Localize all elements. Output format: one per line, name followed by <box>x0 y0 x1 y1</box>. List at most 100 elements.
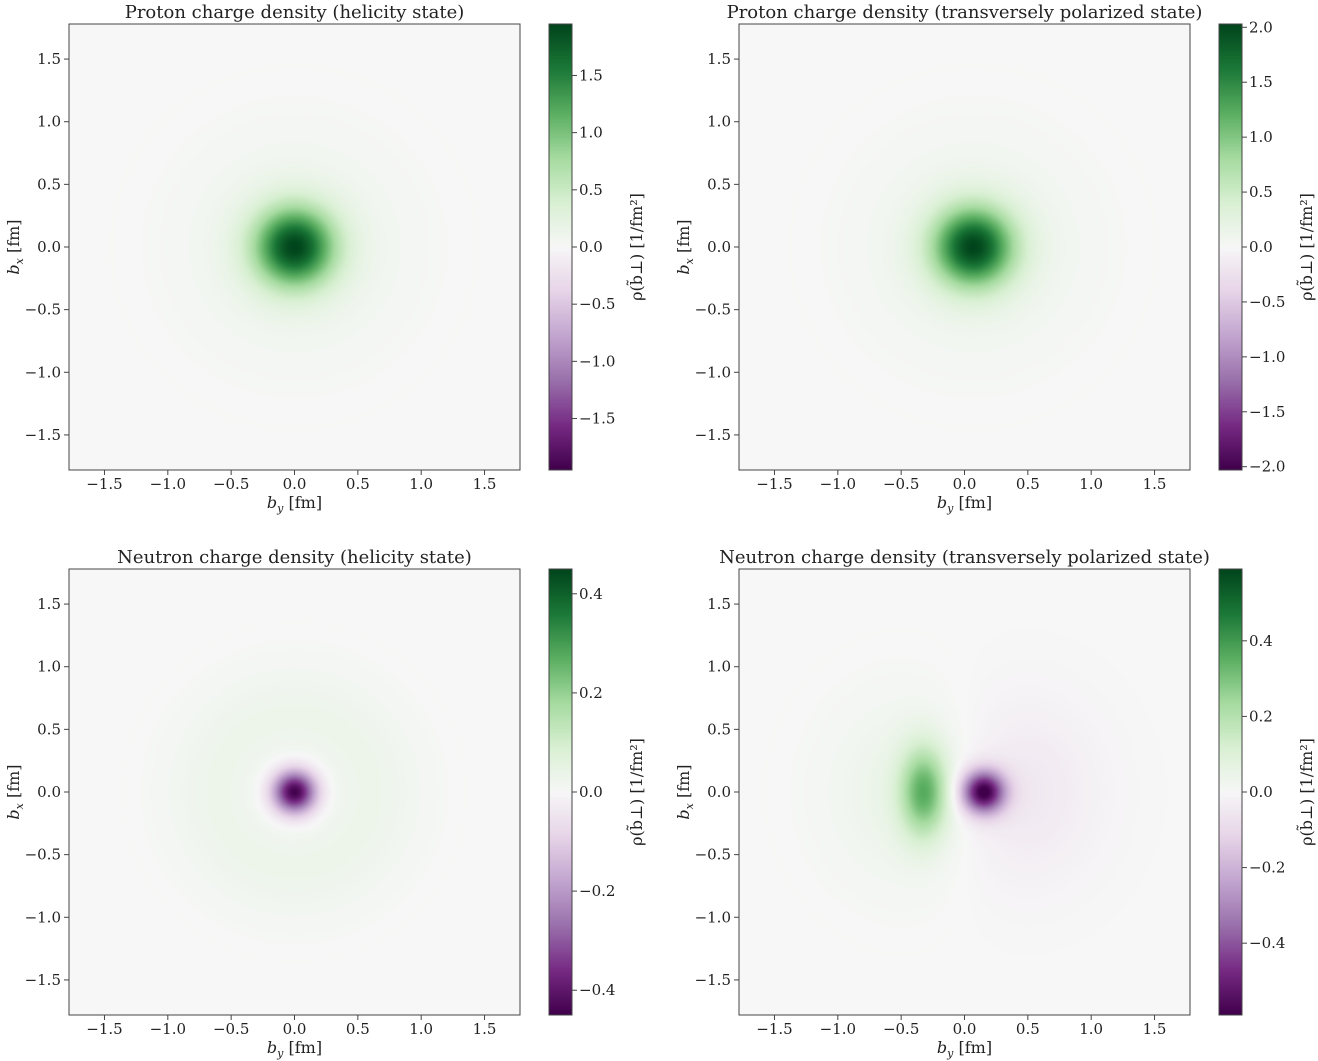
x-axis-label: by [fm] <box>267 1038 322 1060</box>
panel-1: −1.5 −1.0 −0.5 0.0 0.5 1.0 1.5 −1.5 −1.0 −0.5 0.0 0… <box>4 2 646 515</box>
colorbar-tick-label: −2.0 <box>1249 458 1285 476</box>
colorbar-gradient <box>1219 569 1242 1015</box>
x-tick-label: 1.5 <box>473 475 497 493</box>
chart-title: Proton charge density (helicity state) <box>125 2 465 23</box>
y-axis-label: bx [fm] <box>674 219 696 274</box>
x-axis-label: by [fm] <box>937 1038 992 1060</box>
x-tick-label: 1.0 <box>409 475 433 493</box>
y-axis-label: bx [fm] <box>4 219 26 274</box>
colorbar-gradient <box>1219 24 1242 470</box>
colorbar-tick-label: 1.5 <box>1249 73 1273 91</box>
x-tick-label: −0.5 <box>213 475 249 493</box>
x-tick-label: −1.5 <box>86 475 122 493</box>
colorbar-gradient <box>549 24 572 470</box>
y-tick-label: 0.0 <box>37 238 61 256</box>
colorbar-tick-label: 0.2 <box>579 684 603 702</box>
heatmap-image <box>69 569 520 1015</box>
y-tick-label: 0.5 <box>37 720 61 738</box>
chart-title: Proton charge density (transversely pola… <box>727 2 1203 23</box>
y-tick-label: −0.5 <box>695 301 731 319</box>
x-tick-label: −1.0 <box>150 475 186 493</box>
x-tick-label: 0.0 <box>283 1020 307 1038</box>
colorbar-tick-label: −0.4 <box>579 981 615 999</box>
colorbar-tick-label: 0.0 <box>1249 783 1273 801</box>
colorbar-tick-label: −0.5 <box>579 295 615 313</box>
colorbar-label: ρ(b̃⊥) [1/fm²] <box>626 193 646 301</box>
heatmap-image <box>739 569 1190 1015</box>
y-tick-label: −1.5 <box>695 971 731 989</box>
colorbar-tick-label: 0.5 <box>1249 183 1273 201</box>
y-tick-label: 0.5 <box>37 175 61 193</box>
colorbar-tick-label: −0.4 <box>1249 934 1285 952</box>
y-tick-label: 0.0 <box>37 783 61 801</box>
y-tick-label: 1.0 <box>707 658 731 676</box>
colorbar-tick-label: 1.0 <box>579 124 603 142</box>
x-tick-label: 0.5 <box>1016 1020 1040 1038</box>
y-axis-label: bx [fm] <box>674 764 696 819</box>
colorbar: −2.0 −1.5 −1.0 −0.5 0.0 0.5 1.0 1.5 2.0 ρ(b̃⊥) [1… <box>1218 18 1316 476</box>
colorbar-tick-label: 0.4 <box>1249 632 1273 650</box>
colorbar-tick-label: 2.0 <box>1249 18 1273 36</box>
y-tick-label: 1.0 <box>707 113 731 131</box>
x-tick-label: −1.0 <box>150 1020 186 1038</box>
y-tick-label: −0.5 <box>25 301 61 319</box>
colorbar-label: ρ(b̃⊥) [1/fm²] <box>1296 738 1316 846</box>
x-tick-label: 0.0 <box>953 475 977 493</box>
heatmap-image <box>739 24 1190 470</box>
colorbar-tick-label: −0.2 <box>579 882 615 900</box>
colorbar-tick-label: −0.2 <box>1249 859 1285 877</box>
y-tick-label: 0.0 <box>707 238 731 256</box>
x-tick-label: 0.5 <box>346 1020 370 1038</box>
x-tick-label: 0.0 <box>953 1020 977 1038</box>
x-axis-label: by [fm] <box>267 493 322 515</box>
colorbar-tick-label: 0.5 <box>579 181 603 199</box>
x-tick-label: 0.5 <box>346 475 370 493</box>
y-tick-label: −0.5 <box>695 846 731 864</box>
colorbar-tick-label: 0.2 <box>1249 707 1273 725</box>
panel-4: −1.5 −1.0 −0.5 0.0 0.5 1.0 1.5 −1.5 −1.0 −0.5 0.0 0… <box>674 547 1316 1060</box>
chart-title: Neutron charge density (helicity state) <box>117 547 472 568</box>
y-tick-label: −1.5 <box>695 426 731 444</box>
x-tick-label: −0.5 <box>883 475 919 493</box>
colorbar: −0.4 −0.2 0.0 0.2 0.4 ρ(b̃⊥) [1/fm²] <box>1218 568 1316 1016</box>
colorbar-tick-label: 0.4 <box>579 585 603 603</box>
x-tick-label: −1.5 <box>86 1020 122 1038</box>
y-tick-label: −0.5 <box>25 846 61 864</box>
y-tick-label: −1.5 <box>25 426 61 444</box>
heatmap-image <box>69 24 520 470</box>
colorbar-gradient <box>549 569 572 1015</box>
x-tick-label: −0.5 <box>883 1020 919 1038</box>
y-tick-label: −1.5 <box>25 971 61 989</box>
x-tick-label: −1.5 <box>756 1020 792 1038</box>
colorbar-tick-label: 1.0 <box>1249 128 1273 146</box>
y-tick-label: 1.5 <box>37 595 61 613</box>
colorbar-tick-label: 0.0 <box>579 238 603 256</box>
y-tick-label: 0.0 <box>707 783 731 801</box>
colorbar-tick-label: 0.0 <box>1249 238 1273 256</box>
x-tick-label: −1.0 <box>820 475 856 493</box>
y-tick-label: −1.0 <box>25 363 61 381</box>
y-tick-label: 1.5 <box>707 595 731 613</box>
y-tick-label: 1.5 <box>37 50 61 68</box>
y-axis-label: bx [fm] <box>4 764 26 819</box>
x-tick-label: 1.0 <box>1079 1020 1103 1038</box>
panel-2: −1.5 −1.0 −0.5 0.0 0.5 1.0 1.5 −1.5 −1.0 −0.5 0.0 0… <box>674 2 1316 515</box>
y-tick-label: 1.5 <box>707 50 731 68</box>
x-tick-label: 0.5 <box>1016 475 1040 493</box>
y-tick-label: −1.0 <box>695 908 731 926</box>
y-tick-label: 1.0 <box>37 113 61 131</box>
x-tick-label: 1.5 <box>1143 1020 1167 1038</box>
colorbar-tick-label: −1.5 <box>579 410 615 428</box>
x-tick-label: −1.5 <box>756 475 792 493</box>
colorbar-label: ρ(b̃⊥) [1/fm²] <box>626 738 646 846</box>
y-tick-label: 0.5 <box>707 175 731 193</box>
panel-3: −1.5 −1.0 −0.5 0.0 0.5 1.0 1.5 −1.5 −1.0 −0.5 0.0 0… <box>4 547 646 1060</box>
y-tick-label: −1.0 <box>25 908 61 926</box>
y-tick-label: 0.5 <box>707 720 731 738</box>
colorbar-tick-label: −0.5 <box>1249 293 1285 311</box>
x-tick-label: −1.0 <box>820 1020 856 1038</box>
colorbar-tick-label: −1.0 <box>1249 348 1285 366</box>
chart-title: Neutron charge density (transversely pol… <box>719 547 1210 568</box>
colorbar-tick-label: −1.0 <box>579 352 615 370</box>
